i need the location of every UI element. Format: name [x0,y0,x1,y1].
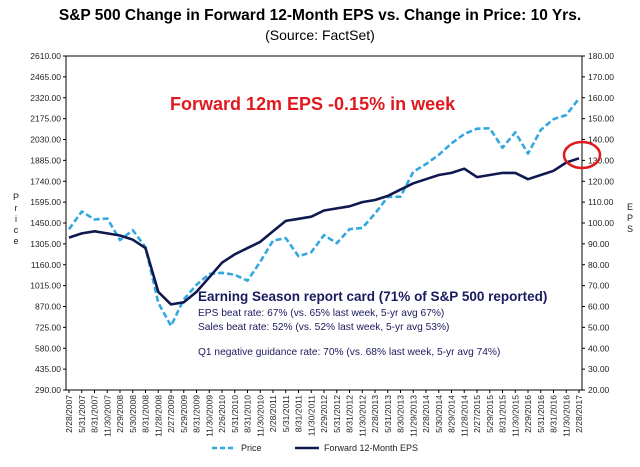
x-tick-label: 5/31/2010 [230,395,240,433]
y-tick-label: 2465.00 [30,72,61,82]
y2-tick-label: 60.00 [588,302,610,312]
card-line-guidance: Q1 negative guidance rate: 70% (vs. 68% … [198,347,500,358]
x-tick-label: 5/31/2007 [77,395,87,433]
price-series-line [67,97,581,328]
y2-tick-label: 130.00 [588,155,614,165]
y2-tick-label: 20.00 [588,385,610,395]
x-tick-label: 2/28/2013 [370,395,380,433]
x-tick-label: 8/30/2013 [396,395,406,433]
y2-tick-label: 90.00 [588,239,610,249]
y2-tick-label: 50.00 [588,322,610,332]
chart-title: S&P 500 Change in Forward 12-Month EPS v… [58,7,582,24]
y2-tick-label: 110.00 [588,197,614,207]
x-tick-label: 11/28/2014 [459,395,469,437]
y-tick-label: 2175.00 [30,114,61,124]
x-tick-label: 8/31/2015 [498,395,508,433]
legend-price-label: Price [241,443,262,453]
y-tick-label: 2320.00 [30,93,61,103]
x-tick-label: 8/31/2009 [192,395,202,433]
card-line-sales: Sales beat rate: 52% (vs. 52% last week,… [198,322,449,333]
x-tick-label: 11/30/2015 [510,395,520,437]
x-tick-label: 2/27/2009 [166,395,176,433]
x-tick-label: 2/29/2012 [319,395,329,433]
x-tick-label: 5/31/2016 [536,395,546,433]
y-axis-left: 2610.00 2465.00 2320.00 2175.00 2030.00 1885.… [30,51,66,395]
y-tick-label: 870.00 [35,302,61,312]
x-tick-label: 5/30/2014 [434,395,444,433]
y2-tick-label: 150.00 [588,114,614,124]
y2-tick-label: 140.00 [588,135,614,145]
x-tick-label: 8/31/2011 [294,395,304,432]
headline-annotation: Forward 12m EPS -0.15% in week [170,94,456,114]
x-tick-label: 5/31/2013 [383,395,393,433]
y-tick-label: 580.00 [35,343,61,353]
y2-tick-label: 40.00 [588,343,610,353]
x-tick-label: 2/29/2016 [523,395,533,433]
y2-tick-label: 100.00 [588,218,614,228]
eps-series-line [68,157,580,306]
x-tick-label: 11/30/2007 [102,395,112,437]
series-group [67,97,581,328]
x-tick-label: 11/30/2010 [255,395,265,437]
x-tick-label: 8/31/2008 [141,395,151,433]
x-axis: 2/28/2007 5/31/2007 8/31/2007 11/30/2007 2/2… [64,390,584,437]
x-tick-label: 5/29/2015 [485,395,495,433]
y2-tick-label: 120.00 [588,176,614,186]
x-tick-label: 8/31/2010 [243,395,253,433]
x-tick-label: 2/28/2011 [268,395,278,432]
x-tick-label: 11/30/2012 [357,395,367,437]
y-tick-label: 1885.00 [30,155,61,165]
x-tick-label: 2/28/2014 [421,395,431,433]
y2-tick-label: 180.00 [588,51,614,61]
card-title: Earning Season report card (71% of S&P 5… [198,289,547,304]
x-tick-label: 8/31/2007 [90,395,100,433]
y-tick-label: 1740.00 [30,176,61,186]
highlight-circle [562,140,602,170]
card-line-eps: EPS beat rate: 67% (vs. 65% last week, 5… [198,308,444,319]
y-tick-label: 1305.00 [30,239,61,249]
y-axis-right: 180.00 170.00 160.00 150.00 140.00 130.00 120.… [582,51,614,395]
y-tick-label: 1160.00 [31,260,61,270]
chart-subtitle: (Source: FactSet) [265,27,375,43]
y2-tick-label: 30.00 [588,364,610,374]
x-tick-label: 5/31/2011 [281,395,291,432]
y-tick-label: 2610.00 [30,51,61,61]
x-tick-label: 8/29/2014 [447,395,457,433]
x-tick-label: 2/26/2010 [217,395,227,433]
y2-tick-label: 160.00 [588,93,614,103]
x-tick-label: 2/28/2007 [64,395,74,433]
y-tick-label: 1450.00 [30,218,61,228]
x-tick-label: 11/29/2013 [408,395,418,437]
x-tick-label: 8/31/2012 [345,395,355,433]
x-tick-label: 5/30/2008 [128,395,138,433]
legend: Price Forward 12-Month EPS [212,443,418,453]
x-tick-label: 11/28/2008 [153,395,163,437]
x-tick-label: 2/27/2015 [472,395,482,433]
y2-tick-label: 170.00 [588,72,614,82]
y-tick-label: 1595.00 [30,197,61,207]
y-tick-label: 290.00 [35,385,61,395]
y-tick-label: 1015.00 [30,281,61,291]
x-tick-label: 5/31/2012 [332,395,342,433]
y-tick-label: 435.00 [35,364,61,374]
y2-tick-label: 80.00 [588,260,610,270]
x-tick-label: 11/30/2009 [204,395,214,437]
x-tick-label: 5/29/2009 [179,395,189,433]
legend-eps-label: Forward 12-Month EPS [324,443,418,453]
y2-tick-label: 70.00 [588,281,610,291]
y-tick-label: 725.00 [35,322,61,332]
x-tick-label: 11/30/2016 [561,395,571,437]
x-tick-label: 2/29/2008 [115,395,125,433]
y-tick-label: 2030.00 [30,135,61,145]
x-tick-label: 2/28/2017 [574,395,584,433]
x-tick-label: 11/30/2011 [306,395,316,437]
x-tick-label: 8/31/2016 [549,395,559,433]
